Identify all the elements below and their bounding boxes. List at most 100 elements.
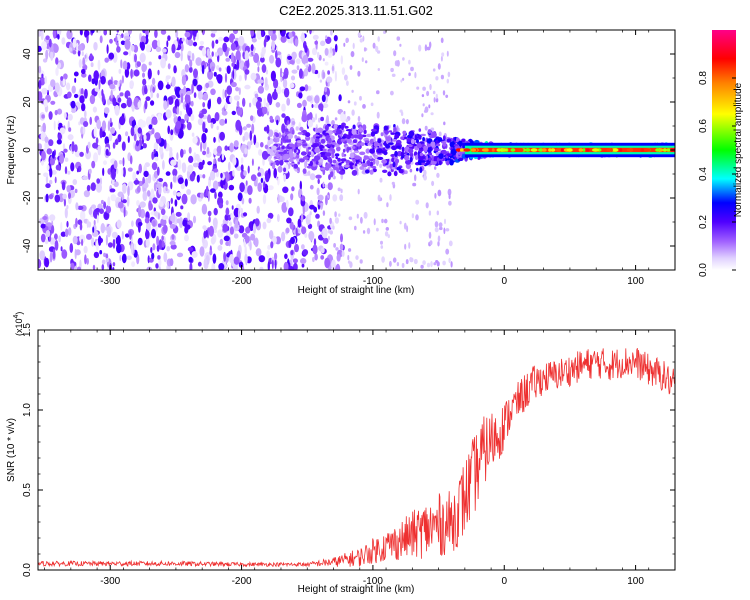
spectrogram-noise-cell: [440, 37, 444, 44]
spectrogram-noise-cell: [120, 116, 125, 124]
spectrogram-noise-cell: [258, 149, 263, 156]
spectrogram-noise-cell: [435, 93, 438, 99]
spectrogram-noise-cell: [214, 51, 218, 58]
spectrogram-noise-cell: [377, 68, 380, 71]
spectrogram-signal-cell: [414, 154, 419, 161]
spectrogram-noise-cell: [261, 46, 266, 55]
spectrogram-noise-cell: [325, 195, 328, 206]
spectrogram-signal-cell: [315, 138, 318, 144]
spectrogram-noise-cell: [287, 55, 293, 61]
spectrogram-signal-cell: [419, 152, 424, 157]
spectrogram-noise-cell: [349, 261, 353, 269]
spectrogram-signal-cell: [293, 148, 297, 153]
spectrogram-signal-cell: [369, 148, 375, 154]
spectrogram-noise-cell: [84, 54, 87, 59]
spectrogram-noise-cell: [54, 194, 61, 203]
spectrogram-noise-cell: [197, 118, 204, 126]
spectrogram-signal-cell: [419, 156, 423, 161]
spectrogram-noise-cell: [314, 95, 320, 104]
spectrogram-noise-cell: [437, 189, 442, 197]
spectrogram-noise-cell: [76, 266, 82, 270]
spectrogram-noise-cell: [445, 228, 450, 232]
spectrogram-noise-cell: [93, 251, 100, 259]
spectrogram-signal-cell: [455, 152, 459, 158]
spectrogram-noise-cell: [376, 111, 380, 119]
spectrogram-noise-cell: [316, 51, 320, 59]
spectrogram-noise-cell: [334, 117, 338, 121]
spectrogram-noise-cell: [88, 74, 92, 82]
spectrogram-noise-cell: [436, 172, 440, 178]
spectrogram-noise-cell: [115, 168, 119, 175]
spectrogram-noise-cell: [42, 216, 48, 220]
spectrogram-signal-cell: [281, 145, 285, 150]
spectrogram-noise-cell: [61, 181, 66, 191]
spectrogram-signal-cell: [331, 153, 335, 159]
snr-multiplier-exp: 4: [13, 314, 20, 318]
spectrogram-noise-cell: [209, 98, 211, 107]
spectrogram-noise-cell: [384, 231, 389, 237]
spectrogram-signal-cell: [325, 144, 332, 147]
spectrogram-noise-cell: [38, 258, 42, 269]
spectrogram-noise-cell: [311, 63, 316, 74]
spectrogram-noise-cell: [136, 185, 141, 193]
spectrogram-noise-cell: [158, 239, 163, 250]
spectrogram-noise-cell: [165, 84, 171, 90]
spectrogram-noise-cell: [267, 261, 270, 270]
spectrogram-noise-cell: [212, 217, 218, 228]
spectrogram-noise-cell: [317, 72, 320, 79]
spectrogram-noise-cell: [256, 30, 262, 40]
spectrogram-noise-cell: [318, 103, 324, 111]
spectrogram-noise-cell: [201, 30, 206, 36]
spectrogram-signal-cell: [353, 150, 360, 154]
spectrogram-noise-cell: [263, 98, 267, 107]
spectrogram-noise-cell: [351, 89, 354, 93]
spectrogram-noise-cell: [337, 187, 341, 192]
spectrogram-signal-cell: [266, 148, 272, 154]
spectrogram-noise-cell: [94, 87, 101, 92]
spectrogram-noise-cell: [60, 221, 63, 231]
spectrogram-noise-cell: [253, 52, 260, 64]
spectrogram-noise-cell: [233, 95, 240, 101]
spectrogram-noise-cell: [324, 47, 329, 56]
spectrogram-noise-cell: [125, 131, 129, 137]
spectrogram-noise-cell: [70, 100, 76, 109]
spectrogram-noise-cell: [339, 194, 344, 202]
spectrogram-signal-cell: [340, 158, 347, 162]
spectrogram-noise-cell: [381, 218, 384, 224]
spectrogram-signal-cell: [324, 124, 329, 131]
spectrogram-noise-cell: [79, 151, 84, 157]
spectrogram-noise-cell: [222, 42, 228, 53]
spectrogram-noise-cell: [100, 199, 104, 205]
spectrogram-noise-cell: [264, 144, 269, 150]
spectrogram-noise-cell: [289, 82, 295, 89]
spectrogram-noise-cell: [430, 112, 434, 116]
spectrogram-noise-cell: [192, 41, 198, 47]
y-tick-label: 0.5: [22, 483, 33, 497]
spectrogram-signal-cell: [427, 129, 432, 134]
spectrogram-noise-cell: [415, 199, 420, 205]
spectrogram-noise-cell: [225, 207, 230, 216]
spectrogram-noise-cell: [44, 136, 49, 143]
spectrogram-noise-cell: [77, 44, 83, 52]
spectrogram-noise-cell: [161, 48, 167, 53]
spectrogram-noise-cell: [66, 185, 71, 193]
spectrogram-noise-cell: [302, 249, 309, 256]
spectrogram-carrier-cell: [662, 148, 667, 152]
spectrogram-noise-cell: [333, 243, 336, 248]
spectrogram-signal-cell: [289, 152, 294, 159]
spectrogram-noise-cell: [105, 148, 109, 156]
spectrogram-signal-cell: [311, 144, 318, 148]
spectrogram-signal-cell: [319, 134, 323, 138]
spectrogram-noise-cell: [97, 145, 102, 156]
spectrogram-noise-cell: [346, 80, 349, 86]
spectrogram-signal-cell: [333, 166, 339, 171]
spectrogram-noise-cell: [230, 52, 234, 63]
spectrogram-noise-cell: [334, 70, 337, 82]
spectrogram-signal-cell: [385, 136, 392, 142]
spectrogram-noise-cell: [307, 170, 311, 176]
spectrogram-signal-cell: [307, 151, 311, 156]
spectrogram-noise-cell: [362, 104, 366, 109]
spectrogram-noise-cell: [160, 218, 167, 227]
spectrogram-signal-cell: [268, 155, 273, 159]
spectrogram-noise-cell: [434, 221, 439, 228]
